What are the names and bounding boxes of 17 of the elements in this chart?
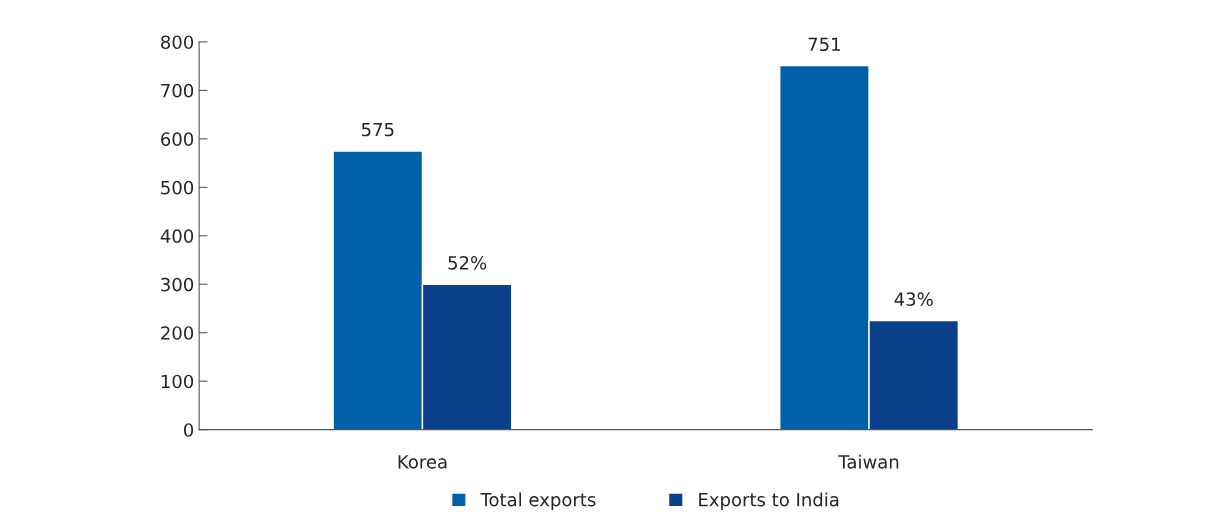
y-tick-label: 700 xyxy=(161,83,194,98)
data-label: 751 xyxy=(808,37,840,52)
y-tick-label: 400 xyxy=(160,229,194,243)
y-tick-label: 300 xyxy=(161,277,194,292)
annotation: 52% xyxy=(448,256,487,270)
y-tick-label: 100 xyxy=(161,374,194,389)
y-tick-label: 0 xyxy=(184,423,194,437)
legend-label: Exports to India xyxy=(699,492,839,510)
annotation: 43% xyxy=(894,292,933,307)
y-tick-label: 500 xyxy=(161,180,194,195)
x-tick-label: Korea xyxy=(398,455,447,469)
data-label: 575 xyxy=(361,122,394,137)
y-tick-label: 800 xyxy=(161,35,194,50)
legend-label: Total exports xyxy=(480,492,596,510)
y-tick-label: 200 xyxy=(161,326,194,340)
y-tick-label: 600 xyxy=(161,132,194,146)
x-tick-label: Taiwan xyxy=(838,454,899,469)
